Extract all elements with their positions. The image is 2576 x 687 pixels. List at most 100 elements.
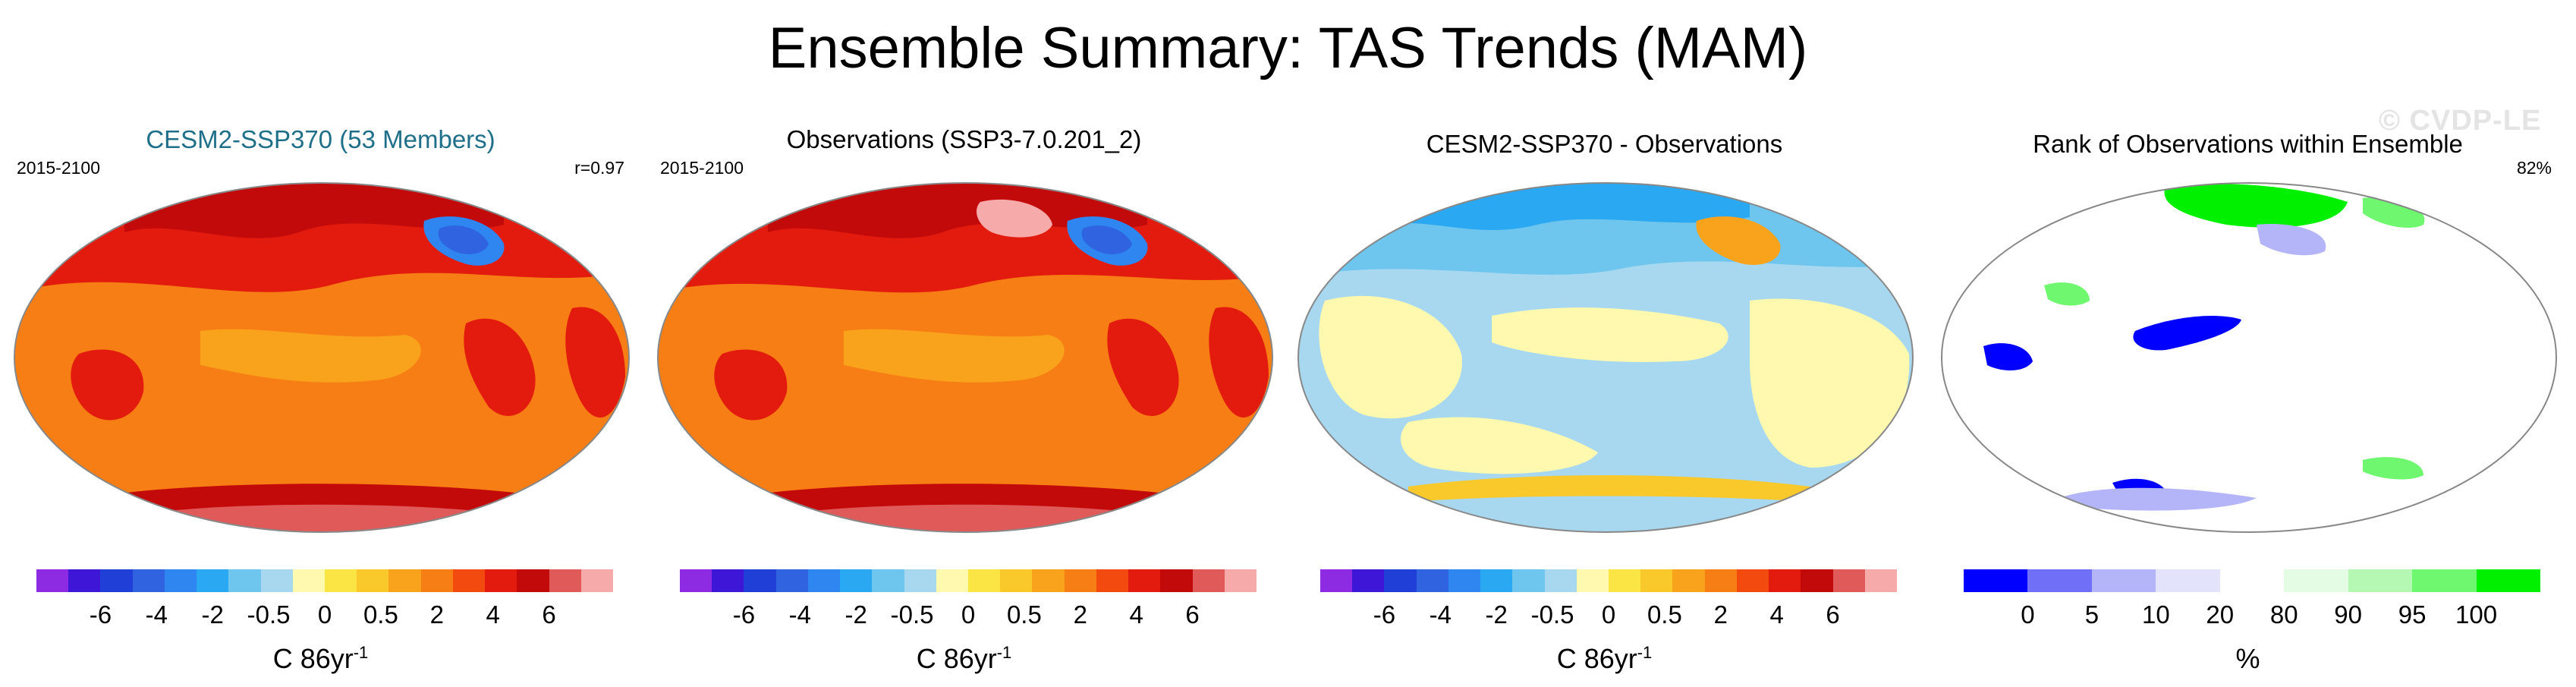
colorbar-swatch bbox=[744, 569, 776, 592]
colorbar-tick-label: 0 bbox=[317, 600, 332, 629]
map-outline bbox=[14, 182, 630, 533]
colorbar-swatch bbox=[712, 569, 744, 592]
map-region-yellow-4 bbox=[1401, 417, 1598, 474]
colorbar-tick-label: 2 bbox=[1073, 600, 1087, 629]
colorbar-swatch bbox=[68, 569, 101, 592]
colorbar-tick-label: 0 bbox=[961, 600, 976, 629]
colorbar-swatch bbox=[485, 569, 517, 592]
colorbar-tick-label: 0 bbox=[1601, 600, 1616, 629]
colorbar-tick-label: -0.5 bbox=[890, 600, 934, 629]
map-outline bbox=[1941, 182, 2557, 533]
panel-difference: CESM2-SSP370 - Observations -6 -4 -2 -0.5 0 0… bbox=[1284, 114, 1925, 676]
colorbar-tick-label: 0.5 bbox=[1006, 600, 1042, 629]
colorbar-swatch bbox=[936, 569, 968, 592]
map-region-arctic bbox=[124, 183, 504, 238]
colorbar-swatch bbox=[1448, 569, 1481, 592]
colorbar-swatch bbox=[164, 569, 197, 592]
map-trend-observations bbox=[657, 182, 1273, 533]
colorbar-swatch bbox=[1769, 569, 1801, 592]
colorbar-swatch bbox=[967, 569, 1001, 592]
colorbar-tick-label: 2 bbox=[1713, 600, 1728, 629]
colorbar-tick-label: 80 bbox=[2269, 600, 2298, 629]
colorbar-swatch bbox=[1576, 569, 1609, 592]
colorbar-ticks: -6 -4 -2 -0.5 0 0.5 2 4 6 bbox=[1320, 600, 1897, 633]
colorbar bbox=[1964, 569, 2540, 592]
colorbar-swatch bbox=[1801, 569, 1833, 592]
map-outline bbox=[1297, 182, 1914, 533]
colorbar-swatch bbox=[132, 569, 165, 592]
map-region-cool-core bbox=[1081, 225, 1132, 254]
colorbar-swatch bbox=[452, 569, 486, 592]
colorbar-ticks: 0 5 10 20 80 90 95 100 bbox=[1964, 600, 2540, 633]
colorbar-swatch bbox=[1864, 569, 1897, 592]
colorbar-units: C 86yr-1 bbox=[916, 643, 1012, 674]
colorbar-swatch bbox=[1224, 569, 1257, 592]
colorbar-tick-label: -0.5 bbox=[247, 600, 291, 629]
colorbar-tick-label: 4 bbox=[1129, 600, 1143, 629]
map-trend-ensemble bbox=[14, 182, 630, 533]
map-region-pacific-warm bbox=[200, 329, 421, 383]
colorbar-units: C 86yr-1 bbox=[1556, 643, 1653, 674]
colorbar-tick-label: 0.5 bbox=[1647, 600, 1682, 629]
colorbar-swatch bbox=[1672, 569, 1705, 592]
map-region-land-3 bbox=[714, 349, 788, 421]
colorbar-swatch bbox=[1512, 569, 1545, 592]
map-region-antarctic-warm bbox=[1408, 475, 1810, 502]
map-region-arctic bbox=[768, 183, 1147, 238]
colorbar-swatch bbox=[1128, 569, 1161, 592]
colorbar-tick-label: -4 bbox=[1429, 600, 1452, 629]
colorbar-swatch bbox=[775, 569, 808, 592]
colorbar-swatch bbox=[1064, 569, 1096, 592]
colorbar-tick-label: 4 bbox=[1769, 600, 1784, 629]
colorbar-swatch bbox=[1096, 569, 1129, 592]
colorbar-swatch bbox=[292, 569, 325, 592]
colorbar-swatch bbox=[1352, 569, 1385, 592]
colorbar-swatch bbox=[549, 569, 581, 592]
panel-ensemble-mean: CESM2-SSP370 (53 Members) 2015-2100 r=0.… bbox=[0, 114, 641, 676]
colorbar-swatch bbox=[36, 569, 69, 592]
map-region-indian-low bbox=[1983, 343, 2033, 370]
map-region-arctic-high bbox=[2164, 184, 2348, 228]
map-region-pacific-warm bbox=[844, 329, 1065, 383]
map-region-yellow-1 bbox=[1319, 295, 1462, 419]
colorbar bbox=[1320, 569, 1897, 592]
colorbar-tick-label: 6 bbox=[542, 600, 556, 629]
colorbar-tick-label: -2 bbox=[201, 600, 224, 629]
colorbar-swatch bbox=[1640, 569, 1673, 592]
colorbar-units: C 86yr-1 bbox=[272, 643, 369, 674]
map-region-land-1 bbox=[1107, 318, 1179, 416]
colorbar-swatch bbox=[100, 569, 133, 592]
panel-rank: Rank of Observations within Ensemble 82%… bbox=[1927, 114, 2568, 676]
colorbar-tick-label: 10 bbox=[2141, 600, 2170, 629]
colorbar-swatch bbox=[580, 569, 613, 592]
colorbar-tick-label: 2 bbox=[429, 600, 444, 629]
map-region-land-2 bbox=[565, 307, 625, 418]
panel-observations: Observations (SSP3-7.0.201_2) 2015-2100 … bbox=[643, 114, 1285, 676]
colorbar-ticks: -6 -4 -2 -0.5 0 0.5 2 4 6 bbox=[36, 600, 613, 633]
colorbar-tick-label: 20 bbox=[2206, 600, 2235, 629]
colorbar-ticks: -6 -4 -2 -0.5 0 0.5 2 4 6 bbox=[680, 600, 1257, 633]
colorbar-swatch bbox=[260, 569, 293, 592]
colorbar-swatch bbox=[517, 569, 549, 592]
colorbar-swatch bbox=[2348, 569, 2413, 592]
map-region-land-3 bbox=[71, 349, 144, 421]
map-region-high-green-2 bbox=[2363, 457, 2423, 480]
colorbar-tick-label: -4 bbox=[788, 600, 811, 629]
colorbar-swatch bbox=[807, 569, 841, 592]
colorbar-tick-label: -6 bbox=[89, 600, 112, 629]
map-region-southern-mid bbox=[2059, 487, 2257, 511]
colorbar-swatch bbox=[1544, 569, 1577, 592]
colorbar bbox=[680, 569, 1257, 592]
colorbar-swatch bbox=[1964, 569, 2028, 592]
colorbar-swatch bbox=[1384, 569, 1417, 592]
map-region-yellow-2 bbox=[1492, 307, 1728, 362]
panel-right-label: r=0.97 bbox=[574, 158, 624, 178]
panel-title: CESM2-SSP370 - Observations bbox=[1426, 130, 1783, 158]
colorbar-swatch bbox=[2091, 569, 2156, 592]
panel-title: Observations (SSP3-7.0.201_2) bbox=[786, 125, 1142, 153]
colorbar-swatch bbox=[680, 569, 712, 592]
colorbar-swatch bbox=[840, 569, 873, 592]
colorbar-swatch bbox=[1320, 569, 1353, 592]
panel-title: Rank of Observations within Ensemble bbox=[2033, 130, 2463, 158]
panel-title: CESM2-SSP370 (53 Members) bbox=[146, 125, 495, 153]
